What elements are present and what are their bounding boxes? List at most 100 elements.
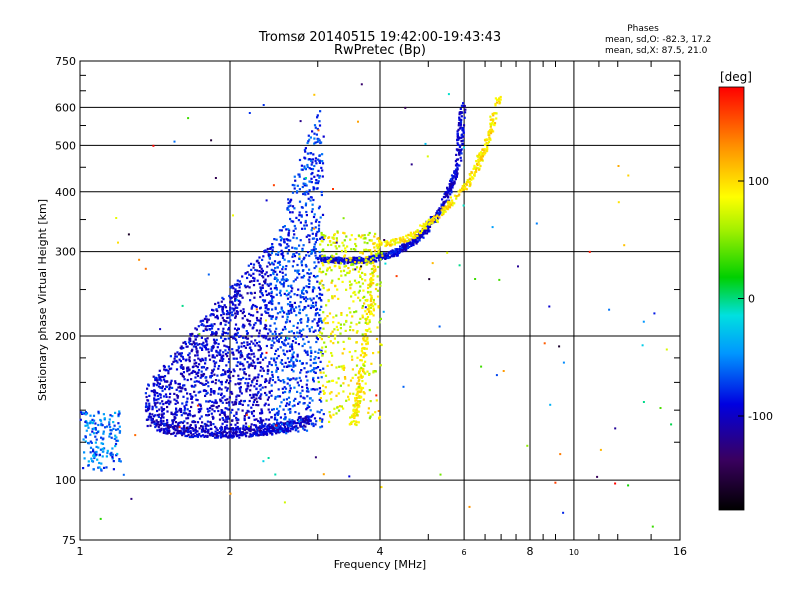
echo-point <box>161 400 164 403</box>
echo-point <box>424 142 427 145</box>
echo-point <box>161 389 164 392</box>
echo-point <box>459 144 462 147</box>
echo-point <box>293 386 296 389</box>
echo-point <box>379 281 382 284</box>
echo-point <box>345 288 348 291</box>
echo-point <box>358 394 361 398</box>
echo-point <box>367 233 370 236</box>
echo-point <box>311 158 315 161</box>
echo-point <box>372 282 375 285</box>
echo-point <box>84 411 87 414</box>
echo-point <box>152 415 156 418</box>
echo-point <box>306 379 309 382</box>
echo-point <box>159 402 162 405</box>
echo-point <box>350 415 354 419</box>
echo-point <box>108 418 111 421</box>
echo-point <box>227 382 231 385</box>
echo-point <box>292 324 295 327</box>
echo-point <box>299 425 302 428</box>
echo-point <box>275 357 279 360</box>
echo-point <box>490 118 493 121</box>
echo-point <box>400 246 403 250</box>
echo-point <box>181 402 184 405</box>
echo-point <box>483 152 486 155</box>
echo-point <box>195 342 198 345</box>
echo-point <box>195 430 198 433</box>
echo-point <box>322 413 325 416</box>
echo-point <box>196 335 199 338</box>
echo-point <box>306 165 309 168</box>
echo-point <box>447 195 450 199</box>
echo-point <box>293 301 296 304</box>
echo-point <box>91 418 94 421</box>
echo-point <box>165 380 168 383</box>
echo-point <box>193 362 196 365</box>
echo-point <box>158 428 161 431</box>
echo-point <box>160 379 163 382</box>
echo-point <box>305 254 308 257</box>
echo-point <box>279 361 282 364</box>
echo-point <box>222 327 225 330</box>
echo-point <box>392 254 395 258</box>
echo-point <box>269 274 272 277</box>
echo-point <box>291 255 294 258</box>
echo-point <box>111 456 114 459</box>
echo-point <box>271 249 274 252</box>
echo-point <box>211 354 214 357</box>
echo-point <box>272 423 275 426</box>
echo-point <box>235 426 238 429</box>
echo-point <box>225 401 228 404</box>
echo-point <box>196 399 199 402</box>
echo-point <box>308 138 311 141</box>
echo-point <box>423 227 426 230</box>
echo-point <box>286 313 289 316</box>
echo-point <box>353 290 356 294</box>
echo-point <box>360 257 363 260</box>
echo-point <box>201 374 205 377</box>
echo-point <box>148 414 151 417</box>
echo-point <box>302 424 306 427</box>
echo-point <box>318 270 321 273</box>
echo-point <box>182 375 185 378</box>
echo-point <box>157 398 160 401</box>
echo-point <box>305 429 309 432</box>
echo-point <box>349 325 352 328</box>
echo-point <box>158 369 161 372</box>
echo-point <box>252 414 255 418</box>
echo-point <box>366 322 370 325</box>
echo-point <box>313 243 316 246</box>
echo-point <box>311 208 314 211</box>
echo-point <box>359 285 362 288</box>
echo-point <box>317 138 320 141</box>
echo-point <box>269 263 272 266</box>
echo-point <box>300 329 303 332</box>
echo-point <box>355 323 358 326</box>
echo-point <box>275 253 278 256</box>
echo-point <box>95 438 98 441</box>
echo-point <box>296 190 299 193</box>
echo-point <box>95 445 98 448</box>
echo-point <box>210 313 213 316</box>
echo-point <box>263 334 266 337</box>
echo-point <box>192 370 195 373</box>
echo-point <box>338 266 341 269</box>
echo-point <box>349 416 352 419</box>
echo-point <box>112 421 115 424</box>
echo-point <box>212 309 215 312</box>
echo-point <box>265 304 268 307</box>
echo-point <box>343 376 347 379</box>
echo-point <box>248 112 251 114</box>
echo-point <box>371 254 374 257</box>
echo-point <box>272 184 275 187</box>
echo-point <box>358 387 361 390</box>
echo-point <box>194 428 197 431</box>
echo-point <box>175 413 178 417</box>
echo-point <box>270 317 273 320</box>
echo-point <box>284 361 287 364</box>
echo-point <box>314 226 317 229</box>
y-tick-label: 75 <box>62 534 76 547</box>
echo-point <box>248 425 250 428</box>
echo-point <box>175 355 178 358</box>
echo-point <box>155 424 158 427</box>
echo-point <box>220 393 223 396</box>
